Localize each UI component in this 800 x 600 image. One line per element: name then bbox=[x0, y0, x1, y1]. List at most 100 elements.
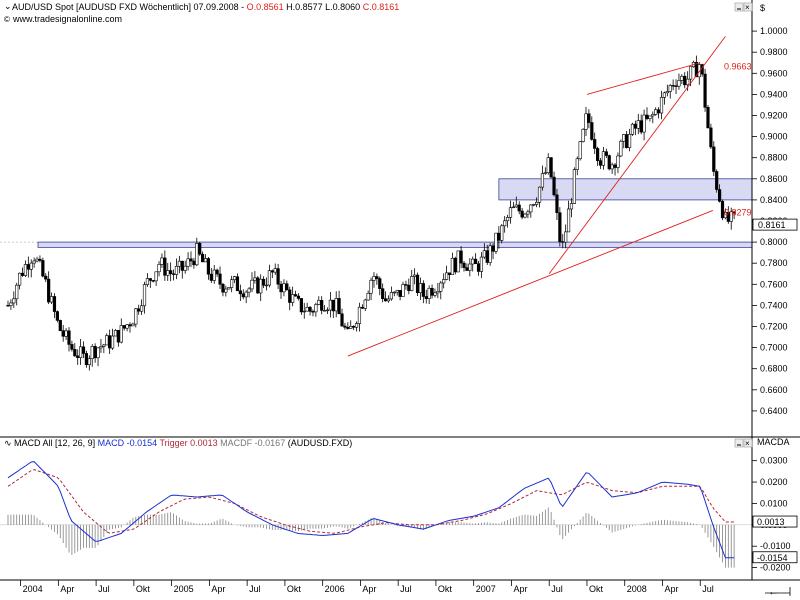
candle-body bbox=[668, 85, 672, 92]
price-tick-label: 0.9600 bbox=[760, 68, 788, 78]
candle-body bbox=[113, 330, 118, 337]
time-tick-label: Okt bbox=[136, 584, 151, 594]
macd-symbol: (AUDUSD.FXD) bbox=[288, 438, 353, 448]
candle-body bbox=[32, 260, 36, 264]
candle-body bbox=[476, 263, 481, 272]
candle-body bbox=[224, 288, 228, 293]
candle-body bbox=[494, 232, 498, 252]
candle-body bbox=[320, 300, 324, 311]
candle-body bbox=[337, 298, 341, 315]
candle-body bbox=[607, 155, 611, 170]
candle-body bbox=[314, 304, 318, 313]
candle-body bbox=[389, 292, 393, 300]
candle-body bbox=[598, 160, 603, 166]
minimize-button[interactable] bbox=[734, 2, 744, 12]
candle-body bbox=[564, 231, 568, 243]
last-price-label: 0.8161 bbox=[758, 220, 786, 230]
macd-panel bbox=[0, 461, 752, 568]
candle-body bbox=[546, 157, 550, 173]
candle-body bbox=[325, 309, 330, 312]
price-tick-label: 0.7400 bbox=[760, 300, 788, 310]
candle-body bbox=[587, 113, 591, 123]
candle-body bbox=[288, 289, 292, 303]
macd-tick-label: 0.0200 bbox=[760, 477, 788, 487]
candle-body bbox=[404, 284, 408, 286]
candle-body bbox=[90, 346, 94, 359]
candle-body bbox=[166, 270, 170, 276]
candle-body bbox=[645, 114, 649, 119]
candle-body bbox=[18, 272, 22, 286]
candle-body bbox=[299, 298, 303, 313]
candle-body bbox=[119, 325, 123, 343]
candlesticks bbox=[6, 55, 736, 371]
candle-body bbox=[651, 114, 655, 117]
candle-body bbox=[688, 66, 693, 80]
price-tick-label: 0.8600 bbox=[760, 174, 788, 184]
candle-body bbox=[201, 253, 205, 263]
candle-body bbox=[401, 284, 405, 297]
candle-body bbox=[203, 258, 208, 263]
candle-body bbox=[360, 306, 364, 309]
trendline[interactable] bbox=[347, 210, 713, 357]
macd-minimize-button[interactable] bbox=[734, 438, 744, 448]
candle-body bbox=[706, 107, 710, 129]
candle-body bbox=[375, 276, 379, 279]
candle-body bbox=[93, 346, 97, 359]
candle-body bbox=[604, 151, 608, 156]
candle-body bbox=[415, 274, 420, 293]
candle-body bbox=[125, 324, 129, 329]
candle-body bbox=[273, 268, 277, 273]
trigger-value: Trigger 0.0013 bbox=[159, 438, 220, 448]
candle-body bbox=[171, 273, 176, 275]
candle-body bbox=[227, 287, 231, 290]
candle-body bbox=[23, 264, 28, 276]
candle-body bbox=[212, 269, 216, 281]
scroll-controls: ← bbox=[765, 586, 791, 598]
chevron-icon[interactable]: ⌄ bbox=[4, 1, 12, 11]
price-tick-label: 0.7200 bbox=[760, 322, 788, 332]
candle-body bbox=[174, 265, 179, 275]
candle-body bbox=[317, 300, 321, 305]
candle-body bbox=[627, 133, 632, 148]
candle-body bbox=[35, 258, 39, 262]
macd-wave-icon: ∿ bbox=[4, 438, 14, 448]
candle-body bbox=[505, 217, 510, 222]
close-button[interactable] bbox=[743, 2, 753, 12]
candle-body bbox=[383, 298, 388, 302]
trendline[interactable] bbox=[548, 36, 726, 275]
candle-body bbox=[575, 158, 579, 170]
time-tick-label: Okt bbox=[589, 584, 604, 594]
candle-body bbox=[366, 292, 370, 301]
candle-body bbox=[26, 264, 30, 270]
candle-body bbox=[540, 173, 545, 188]
candle-body bbox=[52, 296, 57, 312]
time-tick-label: Jul bbox=[551, 584, 563, 594]
candle-body bbox=[703, 73, 707, 108]
candle-body bbox=[55, 311, 59, 321]
candle-body bbox=[517, 204, 521, 212]
candle-body bbox=[270, 270, 274, 273]
candle-body bbox=[253, 277, 257, 281]
candle-body bbox=[459, 250, 463, 264]
candle-body bbox=[407, 284, 411, 291]
candle-body bbox=[230, 279, 234, 288]
last-price-box bbox=[752, 218, 798, 231]
candle-body bbox=[601, 151, 606, 166]
candle-body bbox=[221, 283, 225, 293]
candle-body bbox=[244, 291, 248, 298]
candle-body bbox=[322, 310, 327, 312]
candle-body bbox=[296, 295, 301, 299]
price-tick-label: 0.6600 bbox=[760, 385, 788, 395]
candle-body bbox=[392, 291, 396, 294]
macd-value-label: -0.0154 bbox=[757, 553, 788, 563]
candle-body bbox=[116, 330, 120, 343]
trendline[interactable] bbox=[586, 62, 701, 95]
candle-body bbox=[488, 245, 492, 263]
scroll-left-icon[interactable]: ← bbox=[768, 586, 779, 598]
candle-body bbox=[241, 293, 245, 298]
candle-body bbox=[20, 272, 25, 276]
candle-body bbox=[302, 310, 306, 313]
candle-body bbox=[590, 122, 594, 140]
macd-close-button[interactable] bbox=[743, 438, 753, 448]
candle-body bbox=[29, 262, 33, 270]
